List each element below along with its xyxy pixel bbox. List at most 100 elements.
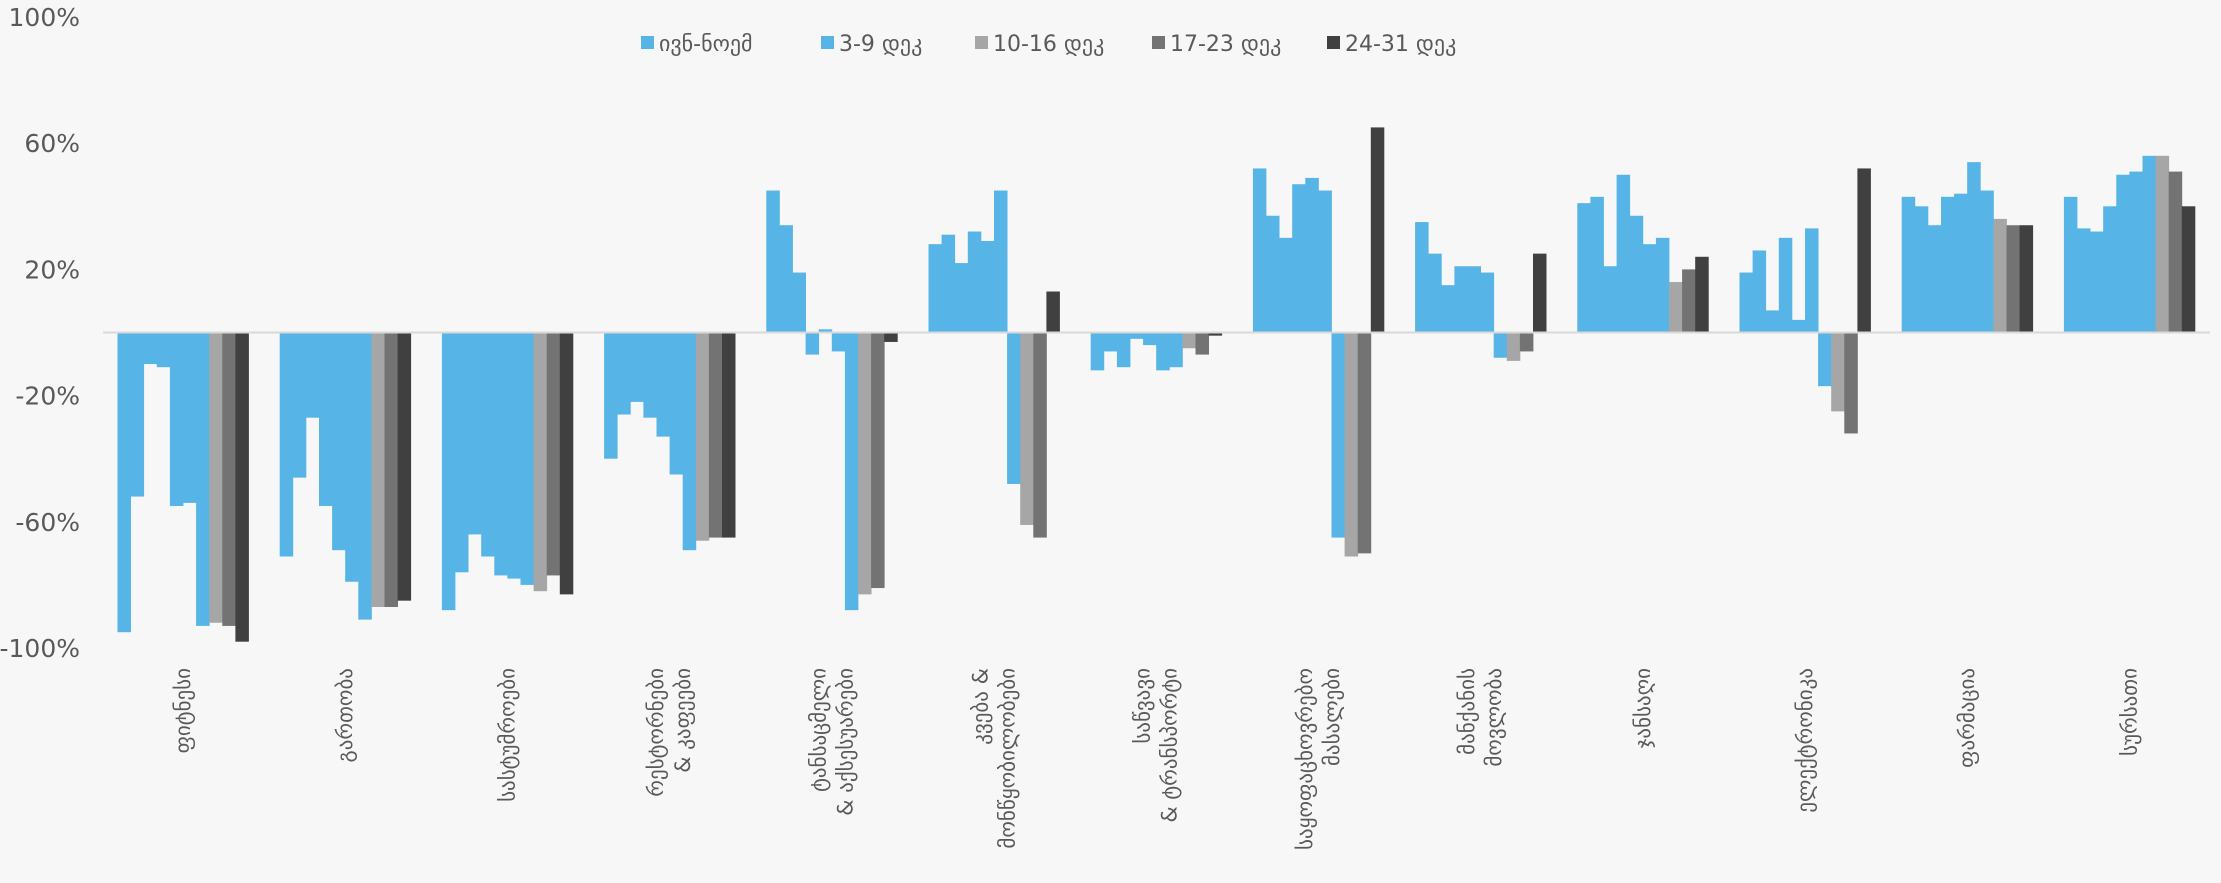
- bar: [1318, 190, 1332, 333]
- bar: [345, 332, 359, 582]
- bar: [617, 332, 631, 415]
- bar: [1195, 332, 1209, 355]
- bar: [332, 332, 346, 551]
- bar: [559, 332, 574, 595]
- bar: [1506, 332, 1521, 361]
- bar: [682, 332, 697, 551]
- bar: [831, 332, 846, 352]
- bar: [1370, 127, 1385, 333]
- bar: [1590, 196, 1604, 333]
- category-label: გართობა: [333, 668, 357, 762]
- legend-swatch: [641, 36, 654, 49]
- bar: [319, 332, 333, 507]
- y-tick-label: -100%: [0, 634, 80, 663]
- bar: [292, 332, 307, 478]
- bar: [1467, 266, 1481, 333]
- bar: [871, 332, 885, 589]
- bar: [928, 244, 942, 333]
- bar: [1292, 184, 1306, 333]
- y-tick-label: -20%: [15, 382, 80, 411]
- bar: [1805, 228, 1819, 333]
- bar: [858, 332, 872, 595]
- bar: [1533, 253, 1547, 333]
- bar: [2077, 228, 2091, 333]
- bar: [1169, 332, 1183, 368]
- bar: [656, 332, 670, 437]
- bar: [994, 190, 1008, 333]
- bar: [1655, 237, 1670, 333]
- bar: [305, 332, 320, 418]
- bar: [1428, 253, 1442, 333]
- bar: [1791, 319, 1806, 333]
- bar: [2129, 171, 2143, 333]
- legend-swatch: [1152, 36, 1165, 49]
- bar: [130, 332, 145, 497]
- bar: [183, 332, 197, 503]
- category-label: ჯანსაღი: [1631, 668, 1655, 748]
- bar: [358, 332, 372, 620]
- bar: [1493, 332, 1508, 358]
- bar: [279, 332, 294, 557]
- bar: [1831, 332, 1845, 412]
- bar: [546, 332, 561, 576]
- bar: [156, 332, 171, 368]
- legend-label: ივნ-ნოემ: [659, 32, 753, 57]
- bar: [1603, 266, 1617, 333]
- category-label: ფარმაცია: [1955, 668, 1979, 768]
- bar: [1927, 225, 1942, 333]
- bar: [884, 332, 898, 342]
- bar: [1901, 196, 1916, 333]
- category-label: საწვავი: [1131, 668, 1155, 744]
- bar: [507, 332, 521, 579]
- bar: [1967, 162, 1981, 333]
- bar: [1143, 332, 1157, 346]
- bar: [384, 332, 398, 607]
- bar: [1331, 332, 1345, 538]
- category-label: & კაფეები: [671, 668, 695, 773]
- bar: [1156, 332, 1170, 371]
- bar: [1629, 215, 1644, 333]
- bar: [1818, 332, 1832, 387]
- bar: [695, 332, 710, 541]
- bar: [1765, 310, 1780, 333]
- bar: [1266, 215, 1280, 333]
- bar: [1778, 237, 1793, 333]
- y-tick-label: 100%: [9, 3, 80, 32]
- legend-label: 24-31 დეკ: [1345, 32, 1456, 57]
- bar: [494, 332, 508, 576]
- legend-label: 3-9 დეკ: [839, 32, 922, 57]
- bar: [1752, 250, 1767, 333]
- bar: [481, 332, 495, 557]
- legend-swatch: [975, 36, 988, 49]
- bar: [2063, 196, 2078, 333]
- bar: [143, 332, 158, 365]
- bar: [1682, 269, 1696, 333]
- category-label: სურსათი: [2117, 668, 2141, 756]
- y-tick-label: 60%: [24, 129, 80, 158]
- bar: [1914, 206, 1929, 333]
- category-label: ტანსაცმელი: [806, 668, 830, 792]
- bar: [455, 332, 469, 573]
- bar: [1844, 332, 1858, 434]
- category-label: სასტუმროები: [495, 668, 519, 802]
- bar: [2155, 155, 2170, 333]
- bar: [604, 332, 618, 459]
- bar: [169, 332, 184, 507]
- legend-swatch: [1327, 36, 1340, 49]
- bar: [1344, 332, 1359, 557]
- bar: [117, 332, 131, 633]
- bar: [792, 272, 806, 333]
- bar: [2116, 174, 2130, 333]
- bar: [235, 332, 249, 642]
- legend: ივნ-ნოემ 3-9 დეკ 10-16 დეკ 17-23 დეკ 24-31 დ…: [641, 32, 1456, 57]
- bar: [371, 332, 385, 607]
- bar: [643, 332, 657, 418]
- category-label: მანქანის: [1455, 668, 1479, 755]
- bar: [1208, 332, 1223, 336]
- bar: [1980, 190, 1994, 333]
- y-axis-ticks: 100% 60% 20% -20% -60% -100%: [0, 3, 80, 663]
- bar: [1519, 332, 1534, 352]
- bar: [533, 332, 548, 592]
- bar: [1993, 218, 2007, 333]
